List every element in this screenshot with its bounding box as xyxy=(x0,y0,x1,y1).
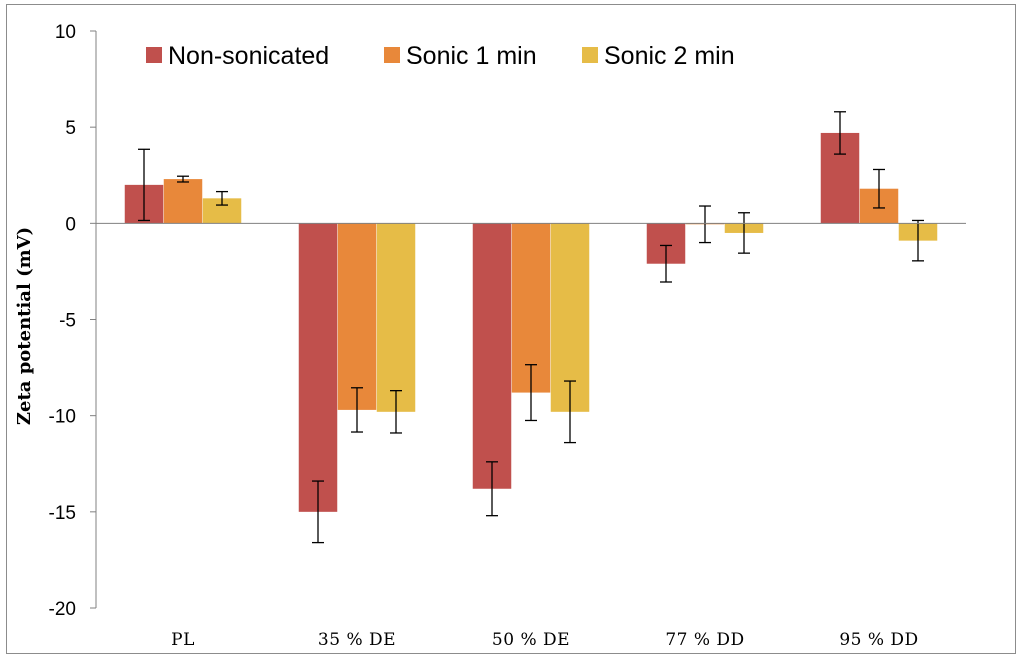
x-category-label: 95 % DD xyxy=(839,630,918,650)
legend-label: Sonic 2 min xyxy=(604,42,735,70)
error-bar xyxy=(564,380,576,444)
y-axis-title-group: Zeta potential (mV) xyxy=(14,227,35,425)
error-bar xyxy=(351,387,363,433)
y-tick-label: -20 xyxy=(49,599,76,620)
y-tick-label: 5 xyxy=(65,118,76,139)
x-category-label: 77 % DD xyxy=(665,630,744,650)
error-bar xyxy=(138,148,150,222)
error-bar xyxy=(873,168,885,209)
bars xyxy=(124,132,938,512)
error-bar xyxy=(699,205,711,244)
x-category-label: 35 % DE xyxy=(318,630,396,650)
error-bar xyxy=(834,111,846,155)
error-bar xyxy=(912,219,924,262)
legend-swatch xyxy=(384,47,400,63)
error-bar xyxy=(390,390,402,434)
axes: 10 5 0 -5 -10 -15 -20 PL 35 % DE 50 % DE 77 % DD 95… xyxy=(49,22,919,650)
legend-item: Non-sonicated xyxy=(146,42,329,70)
legend-item: Sonic 1 min xyxy=(384,42,537,70)
bar-sonic-1-min xyxy=(337,223,377,410)
y-tick-label: 10 xyxy=(55,22,76,43)
error-bars xyxy=(96,111,966,544)
y-tick-label: -5 xyxy=(59,311,76,332)
legend: Non-sonicated Sonic 1 min Sonic 2 min xyxy=(146,42,735,70)
error-bar xyxy=(177,175,189,183)
bar-non-sonicated xyxy=(472,223,512,489)
legend-label: Non-sonicated xyxy=(168,42,329,70)
legend-item: Sonic 2 min xyxy=(582,42,735,70)
error-bar xyxy=(738,212,750,254)
bar-sonic-2-min xyxy=(376,223,416,412)
error-bar xyxy=(312,480,324,544)
error-bar xyxy=(525,364,537,422)
legend-swatch xyxy=(146,47,162,63)
legend-swatch xyxy=(582,47,598,63)
x-category-label: 50 % DE xyxy=(492,630,570,650)
bar-sonic-1-min xyxy=(163,179,203,224)
y-tick-label: -15 xyxy=(49,503,76,524)
error-bar xyxy=(660,244,672,283)
error-bar xyxy=(486,461,498,517)
y-axis-title: Zeta potential (mV) xyxy=(14,227,35,425)
y-tick-label: 0 xyxy=(65,214,76,235)
y-tick-label: -10 xyxy=(49,407,76,428)
error-bar xyxy=(216,190,228,206)
bar-non-sonicated xyxy=(298,223,338,512)
legend-label: Sonic 1 min xyxy=(406,42,537,70)
x-category-label: PL xyxy=(171,630,195,650)
